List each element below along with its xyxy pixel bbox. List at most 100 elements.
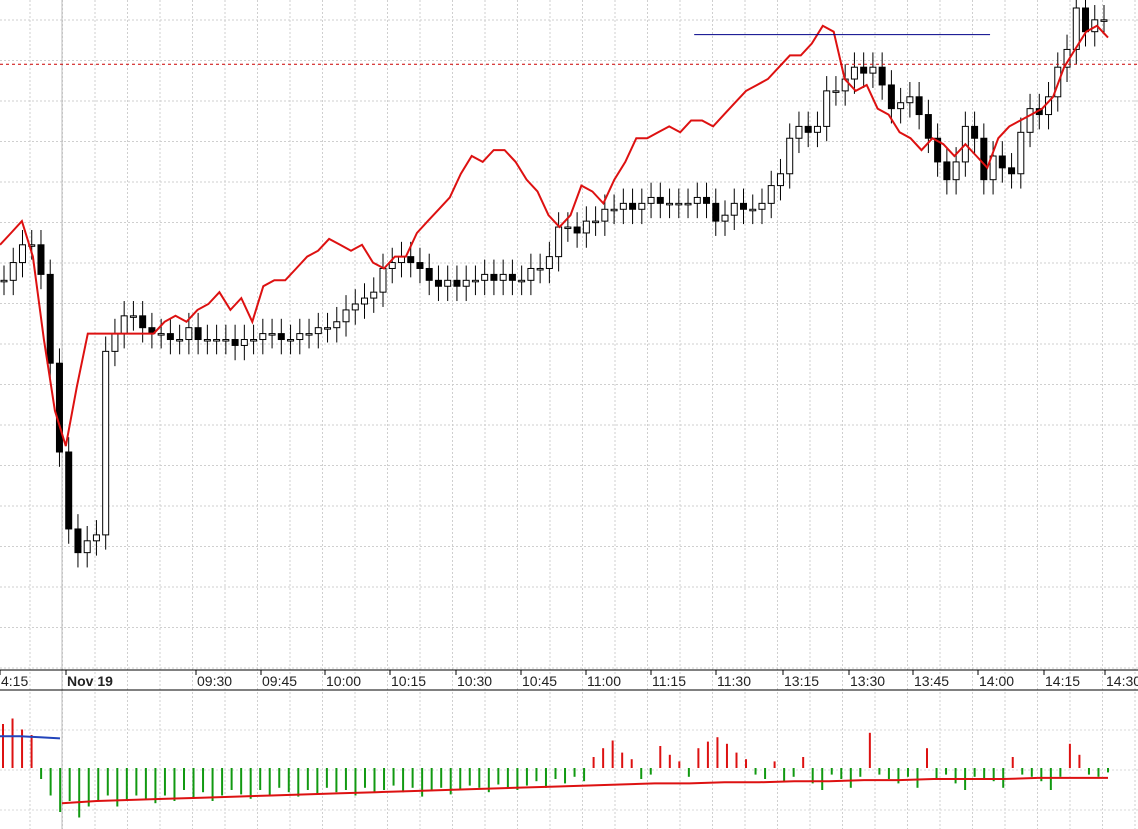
candle xyxy=(46,273,54,364)
candle xyxy=(518,279,526,283)
candle xyxy=(832,90,840,93)
x-tick-label: 14:15 xyxy=(1045,673,1080,689)
x-tick-label: 09:30 xyxy=(197,673,232,689)
candle xyxy=(998,155,1006,169)
candle xyxy=(582,220,590,234)
candle xyxy=(157,333,165,336)
candle xyxy=(878,66,886,86)
candle xyxy=(952,161,960,181)
candle xyxy=(490,273,498,281)
candle xyxy=(9,262,17,281)
candle xyxy=(610,208,618,212)
candle xyxy=(971,125,979,139)
candle xyxy=(342,309,350,323)
candle xyxy=(924,114,932,139)
candle xyxy=(222,339,230,342)
candle xyxy=(194,327,202,341)
candle xyxy=(305,333,313,336)
volume-average-line xyxy=(61,776,1108,805)
volume-average-line-prior-session xyxy=(0,735,61,740)
price-panel xyxy=(0,0,1138,568)
candle xyxy=(684,202,692,206)
volume-panel xyxy=(0,718,1109,818)
candle xyxy=(860,66,868,74)
x-tick-label: 10:15 xyxy=(391,673,426,689)
candle xyxy=(333,321,341,329)
candle xyxy=(592,220,600,224)
candle xyxy=(324,327,332,330)
x-tick-label: 14:00 xyxy=(979,673,1014,689)
candle xyxy=(804,125,812,133)
candle xyxy=(176,339,184,342)
candle xyxy=(813,125,821,133)
x-tick-label: 13:45 xyxy=(914,673,949,689)
candle xyxy=(462,279,470,287)
x-tick-label: 11:00 xyxy=(587,673,621,689)
candle xyxy=(545,256,553,269)
candle xyxy=(453,279,461,287)
candle xyxy=(213,339,221,342)
candle xyxy=(869,66,877,74)
x-tick-label: 14:30 xyxy=(1106,673,1138,689)
candle xyxy=(712,202,720,222)
candle xyxy=(268,333,276,336)
candle xyxy=(730,202,738,216)
candle xyxy=(259,333,267,341)
candle xyxy=(425,267,433,281)
candle xyxy=(536,267,544,271)
candle xyxy=(776,173,784,187)
x-tick-label: 10:30 xyxy=(457,673,492,689)
candle xyxy=(989,155,997,181)
candle xyxy=(83,540,91,554)
candle xyxy=(55,362,63,453)
candle xyxy=(934,137,942,163)
candle xyxy=(656,196,664,204)
candle xyxy=(647,196,655,204)
candle xyxy=(296,333,304,341)
candle xyxy=(980,137,988,181)
candle xyxy=(471,279,479,283)
candle xyxy=(444,279,452,287)
candle xyxy=(666,202,674,206)
candle xyxy=(887,84,895,110)
x-tick-label: 13:30 xyxy=(850,673,885,689)
candle xyxy=(18,244,26,264)
candle xyxy=(92,534,100,542)
candle xyxy=(0,279,8,283)
candle xyxy=(1026,108,1034,133)
candle xyxy=(619,202,627,210)
candle xyxy=(629,202,637,210)
candle xyxy=(102,350,110,536)
candle xyxy=(74,528,82,554)
x-tick-label: 10:00 xyxy=(326,673,361,689)
x-tick-label: 11:15 xyxy=(652,673,686,689)
moving-average-line xyxy=(0,24,1109,447)
candle xyxy=(721,214,729,222)
candle xyxy=(915,96,923,116)
candle xyxy=(370,291,378,299)
candle xyxy=(250,339,258,342)
candle xyxy=(1082,7,1090,33)
x-tick-label: 4:15 xyxy=(1,673,28,689)
candle xyxy=(1008,167,1016,175)
candle xyxy=(564,226,572,230)
candle xyxy=(767,185,775,204)
candle xyxy=(555,226,563,258)
candle xyxy=(287,339,295,342)
candle xyxy=(361,297,369,305)
candle xyxy=(638,202,646,210)
candle xyxy=(481,273,489,281)
candle xyxy=(277,333,285,341)
candle xyxy=(240,339,248,346)
x-tick-label: 09:45 xyxy=(262,673,297,689)
x-tick-label: 10:45 xyxy=(522,673,557,689)
candle xyxy=(111,333,119,352)
candle xyxy=(897,102,905,110)
candle xyxy=(351,303,359,311)
candle xyxy=(65,451,73,530)
candle xyxy=(1072,7,1080,50)
candle xyxy=(850,66,858,80)
candle xyxy=(906,96,914,104)
